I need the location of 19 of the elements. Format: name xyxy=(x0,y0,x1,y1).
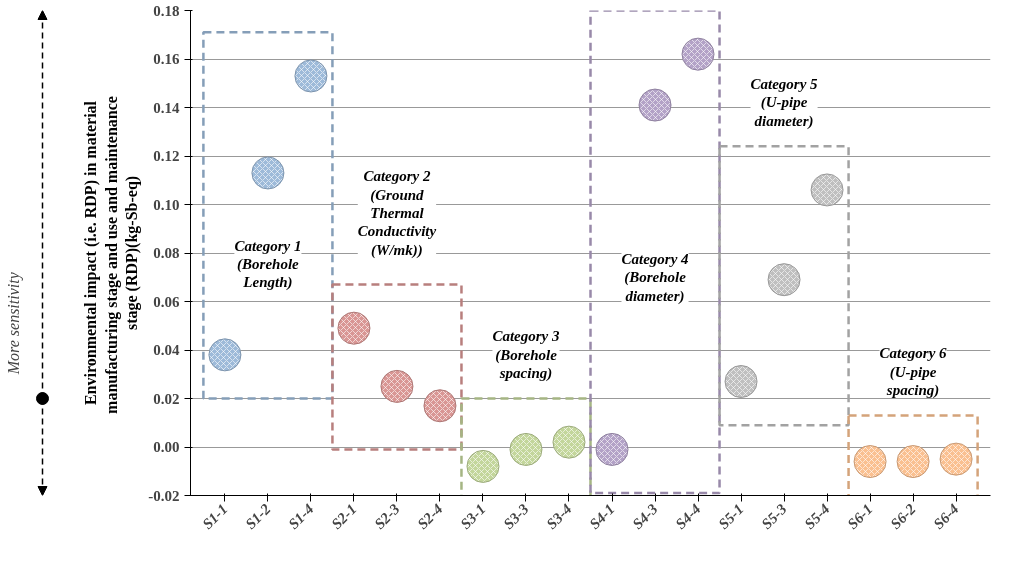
text: More sensitivity xyxy=(4,271,23,376)
y-tick-label: 0.04 xyxy=(153,342,180,358)
annotation: Category 3 (Borehole spacing) xyxy=(492,328,561,383)
y-tick-label: 0.06 xyxy=(153,293,180,310)
annotation: Category 2 (Ground Thermal Conductivity (W/mk)) xyxy=(357,168,437,259)
y-tick-label: 0.12 xyxy=(153,148,180,164)
annotation: Category 5 (U-pipe diameter) xyxy=(750,76,819,130)
y-axis-title: Environmental impact (i.e. RDP) in material manufacturing stage and use and maintenance stage (RDP)(kg-Sb-eq) xyxy=(82,96,142,414)
y-tick-label: 0.18 xyxy=(153,2,180,19)
y-tick-label: -0.02 xyxy=(148,487,180,504)
y-tick-label: 0.08 xyxy=(153,245,180,261)
annotation: Category 4 (Borehole diameter) xyxy=(621,250,690,305)
annotation: Category 6 (U-pipe spacing) xyxy=(879,345,948,399)
y-tick-label: 0.10 xyxy=(153,196,180,213)
y-tick-label: 0.16 xyxy=(153,51,180,67)
y-tick-label: 0.00 xyxy=(153,439,180,455)
annotation: Category 1 (Borehole Length) xyxy=(234,237,302,292)
y-tick-label: 0.02 xyxy=(153,390,180,407)
y-tick-label: 0.14 xyxy=(153,99,180,116)
